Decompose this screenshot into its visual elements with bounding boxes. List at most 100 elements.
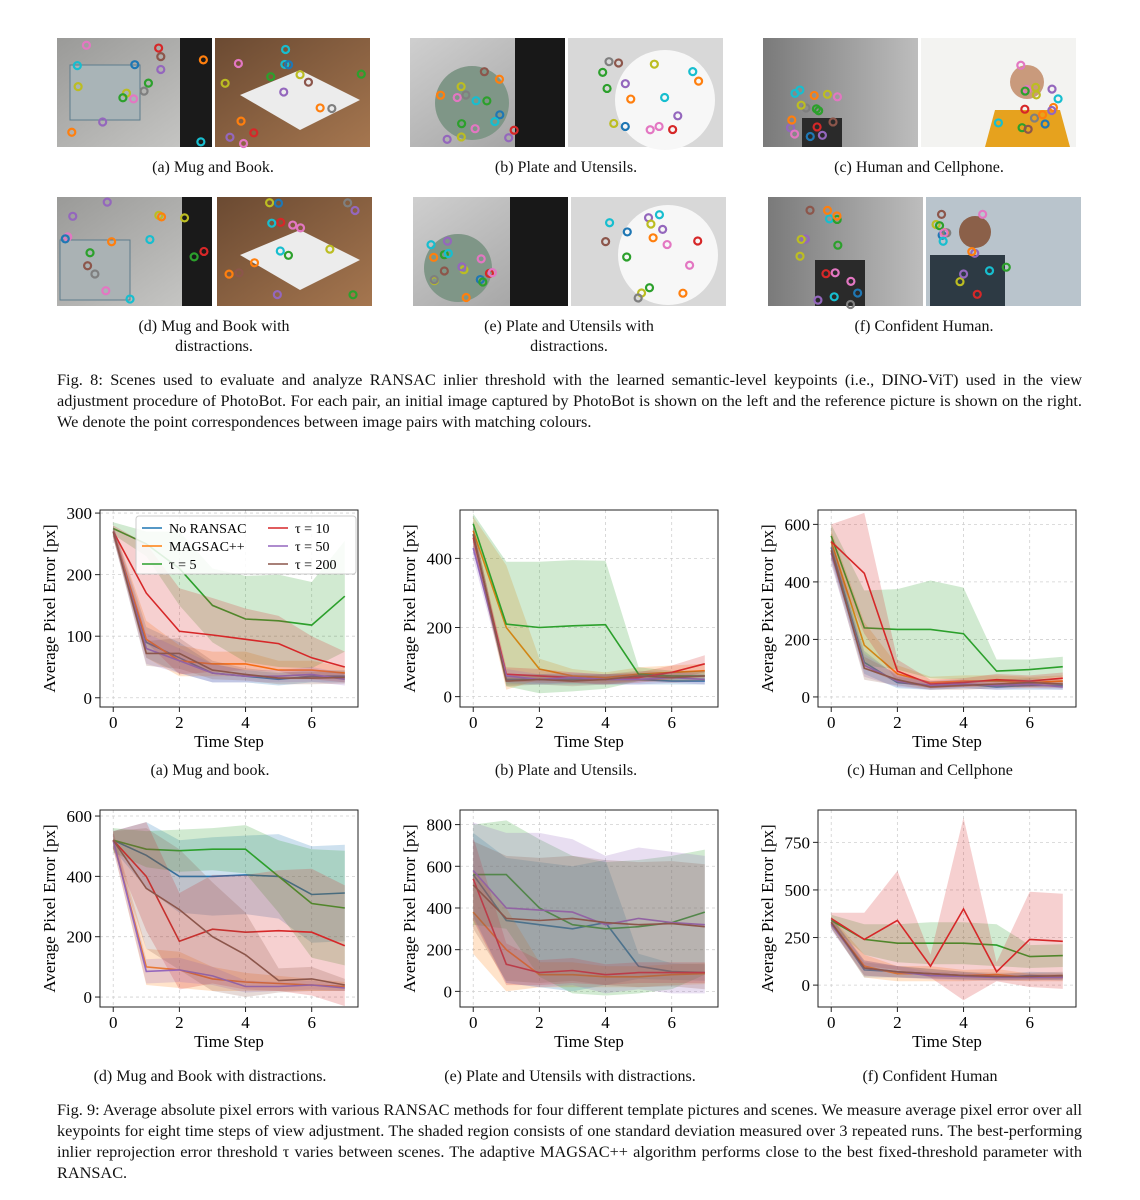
std-band [113, 825, 345, 966]
x-tick-label: 6 [1025, 713, 1034, 732]
keypoint [267, 218, 277, 228]
keypoint [833, 240, 843, 250]
keypoint [118, 93, 128, 103]
panel-caption: (f) Confident Human [862, 1068, 998, 1085]
legend-label: τ = 5 [169, 558, 197, 573]
keypoint [224, 269, 234, 279]
keypoint [156, 212, 167, 222]
y-tick-label: 0 [84, 689, 93, 708]
keypoint [234, 268, 244, 278]
x-tick-label: 4 [959, 713, 968, 732]
y-tick-label: 600 [785, 515, 811, 534]
series-line [112, 840, 345, 989]
panel-caption: (f) Confident Human. [854, 318, 994, 335]
keypoint [1020, 104, 1030, 114]
keypoint [470, 124, 480, 134]
x-tick-label: 0 [109, 713, 118, 732]
keypoint [830, 268, 840, 278]
axes-frame [817, 509, 1077, 708]
keypoint [280, 44, 291, 55]
keypoint [936, 209, 947, 219]
y-tick-label: 750 [785, 833, 811, 852]
keypoint [822, 89, 833, 99]
keypoint [809, 90, 819, 101]
x-axis-label: Time Step [554, 1032, 624, 1051]
keypoint [693, 76, 704, 86]
x-tick-label: 0 [469, 1013, 478, 1032]
std-band [831, 918, 1063, 981]
y-axis-label: Average Pixel Error [px] [758, 524, 777, 692]
keypoint [967, 247, 977, 257]
y-tick-label: 0 [84, 988, 93, 1007]
std-band [831, 817, 1063, 1001]
y-tick-label: 0 [444, 982, 453, 1001]
keypoint [509, 125, 519, 135]
keypoint [457, 262, 467, 272]
chart: 0 200 400 0 2 4 6 Time Step Average Pixel Error … [400, 509, 719, 751]
keypoint [456, 81, 466, 92]
series-line [472, 874, 705, 974]
keypoint [145, 234, 155, 245]
std-band [831, 916, 1063, 981]
keypoint [845, 299, 856, 310]
std-band [113, 525, 345, 686]
series-line [112, 531, 345, 679]
keypoint [660, 92, 670, 103]
series-line [112, 839, 345, 896]
keypoint [442, 236, 453, 246]
legend-label: No RANSAC [169, 522, 246, 537]
keypoint [620, 79, 630, 89]
keypoint [435, 90, 446, 100]
y-tick-label: 800 [427, 816, 453, 835]
x-tick-label: 6 [667, 1013, 676, 1032]
keypoint [688, 67, 698, 77]
series-line [112, 531, 345, 681]
keypoint [832, 214, 842, 225]
keypoint [649, 59, 659, 69]
plot-area [112, 822, 346, 1007]
std-band [473, 513, 705, 694]
x-tick-label: 6 [667, 713, 676, 732]
x-tick-label: 6 [307, 1013, 316, 1032]
std-band [473, 841, 705, 990]
keypoint [343, 198, 353, 208]
keypoint [156, 64, 166, 75]
chart: 0 200 400 600 800 0 2 4 6 Time Step Average Pixel … [400, 809, 719, 1051]
panel-caption: (a) Mug and Book. [152, 159, 274, 176]
keypoint [487, 268, 497, 278]
keypoint [813, 295, 823, 305]
keypoint [938, 236, 948, 246]
std-band [473, 527, 705, 685]
keypoint [266, 72, 276, 82]
keypoint [356, 69, 366, 79]
y-tick-label: 600 [67, 807, 93, 826]
series-line [472, 878, 705, 976]
series-line [830, 921, 1063, 978]
keypoint [236, 116, 246, 126]
keypoint [648, 233, 658, 243]
keypoint [601, 237, 611, 247]
std-band [113, 828, 345, 997]
x-tick-label: 2 [175, 713, 184, 732]
x-tick-label: 4 [601, 713, 610, 732]
keypoint [348, 290, 358, 300]
keypoint [439, 266, 449, 276]
x-tick-label: 4 [601, 1013, 610, 1032]
keypoint [955, 277, 965, 287]
std-band [473, 870, 705, 992]
keypoint [668, 124, 678, 135]
std-band [473, 837, 705, 986]
series-line [112, 839, 345, 909]
x-axis-label: Time Step [554, 732, 624, 751]
keypoint [303, 77, 314, 87]
keypoint [275, 246, 285, 256]
y-tick-label: 0 [444, 688, 453, 707]
keypoint [1016, 60, 1026, 70]
keypoint [276, 217, 286, 227]
std-band [113, 822, 345, 1007]
keypoint [1031, 82, 1041, 92]
keypoint [622, 252, 632, 262]
series-line [472, 869, 705, 926]
